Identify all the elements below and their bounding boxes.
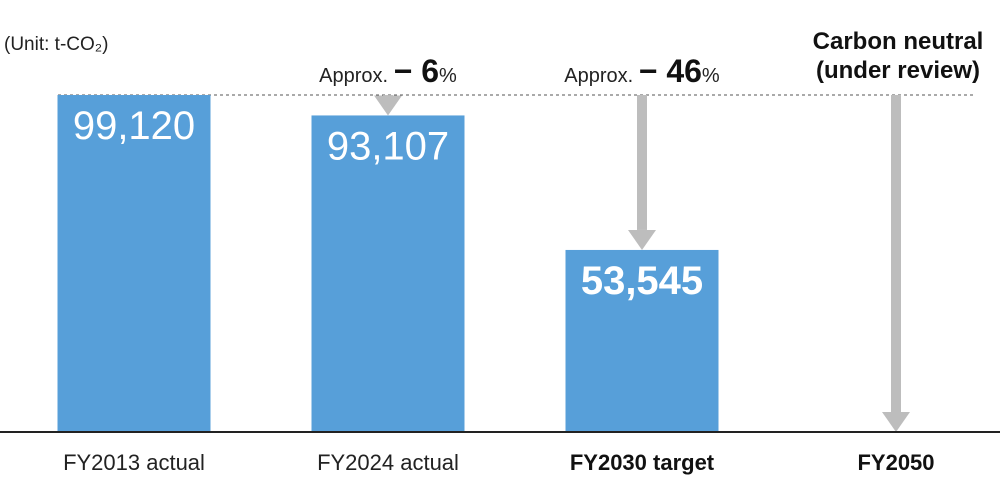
under-review-label: (under review) — [816, 57, 980, 84]
reduction-arrows — [374, 95, 910, 432]
value-label-2: 93,107 — [327, 124, 449, 168]
x-tick-labels: FY2013 actual FY2024 actual FY2030 target F… — [63, 450, 934, 475]
value-label-3: 53,545 — [581, 259, 703, 303]
reduction-arrow-head-2 — [374, 95, 402, 116]
bar-2 — [311, 115, 465, 432]
reduction-annotation-1: Approx. − 6% — [319, 53, 457, 89]
carbon-neutral-label: Carbon neutral — [813, 28, 984, 55]
x-tick-label-1: FY2013 actual — [63, 450, 205, 475]
reduction-arrow-shaft-3 — [637, 95, 647, 230]
bars-group: 99,120 93,107 53,545 — [57, 95, 719, 432]
reduction-arrow-shaft-4 — [891, 95, 901, 412]
x-tick-label-2: FY2024 actual — [317, 450, 459, 475]
bar-1 — [57, 95, 211, 432]
x-tick-label-3: FY2030 target — [570, 450, 715, 475]
reduction-arrow-head-4 — [882, 412, 910, 432]
reduction-annotation-2: Approx. − 46% — [564, 53, 720, 89]
reduction-arrow-head-3 — [628, 229, 656, 250]
unit-label: (Unit: t-CO₂) — [4, 34, 108, 55]
x-tick-label-4: FY2050 — [857, 450, 934, 475]
annotations-group: Approx. − 6% Approx. − 46% Carbon neutral(… — [319, 28, 983, 89]
bar-3 — [565, 249, 719, 432]
value-label-1: 99,120 — [73, 104, 195, 148]
